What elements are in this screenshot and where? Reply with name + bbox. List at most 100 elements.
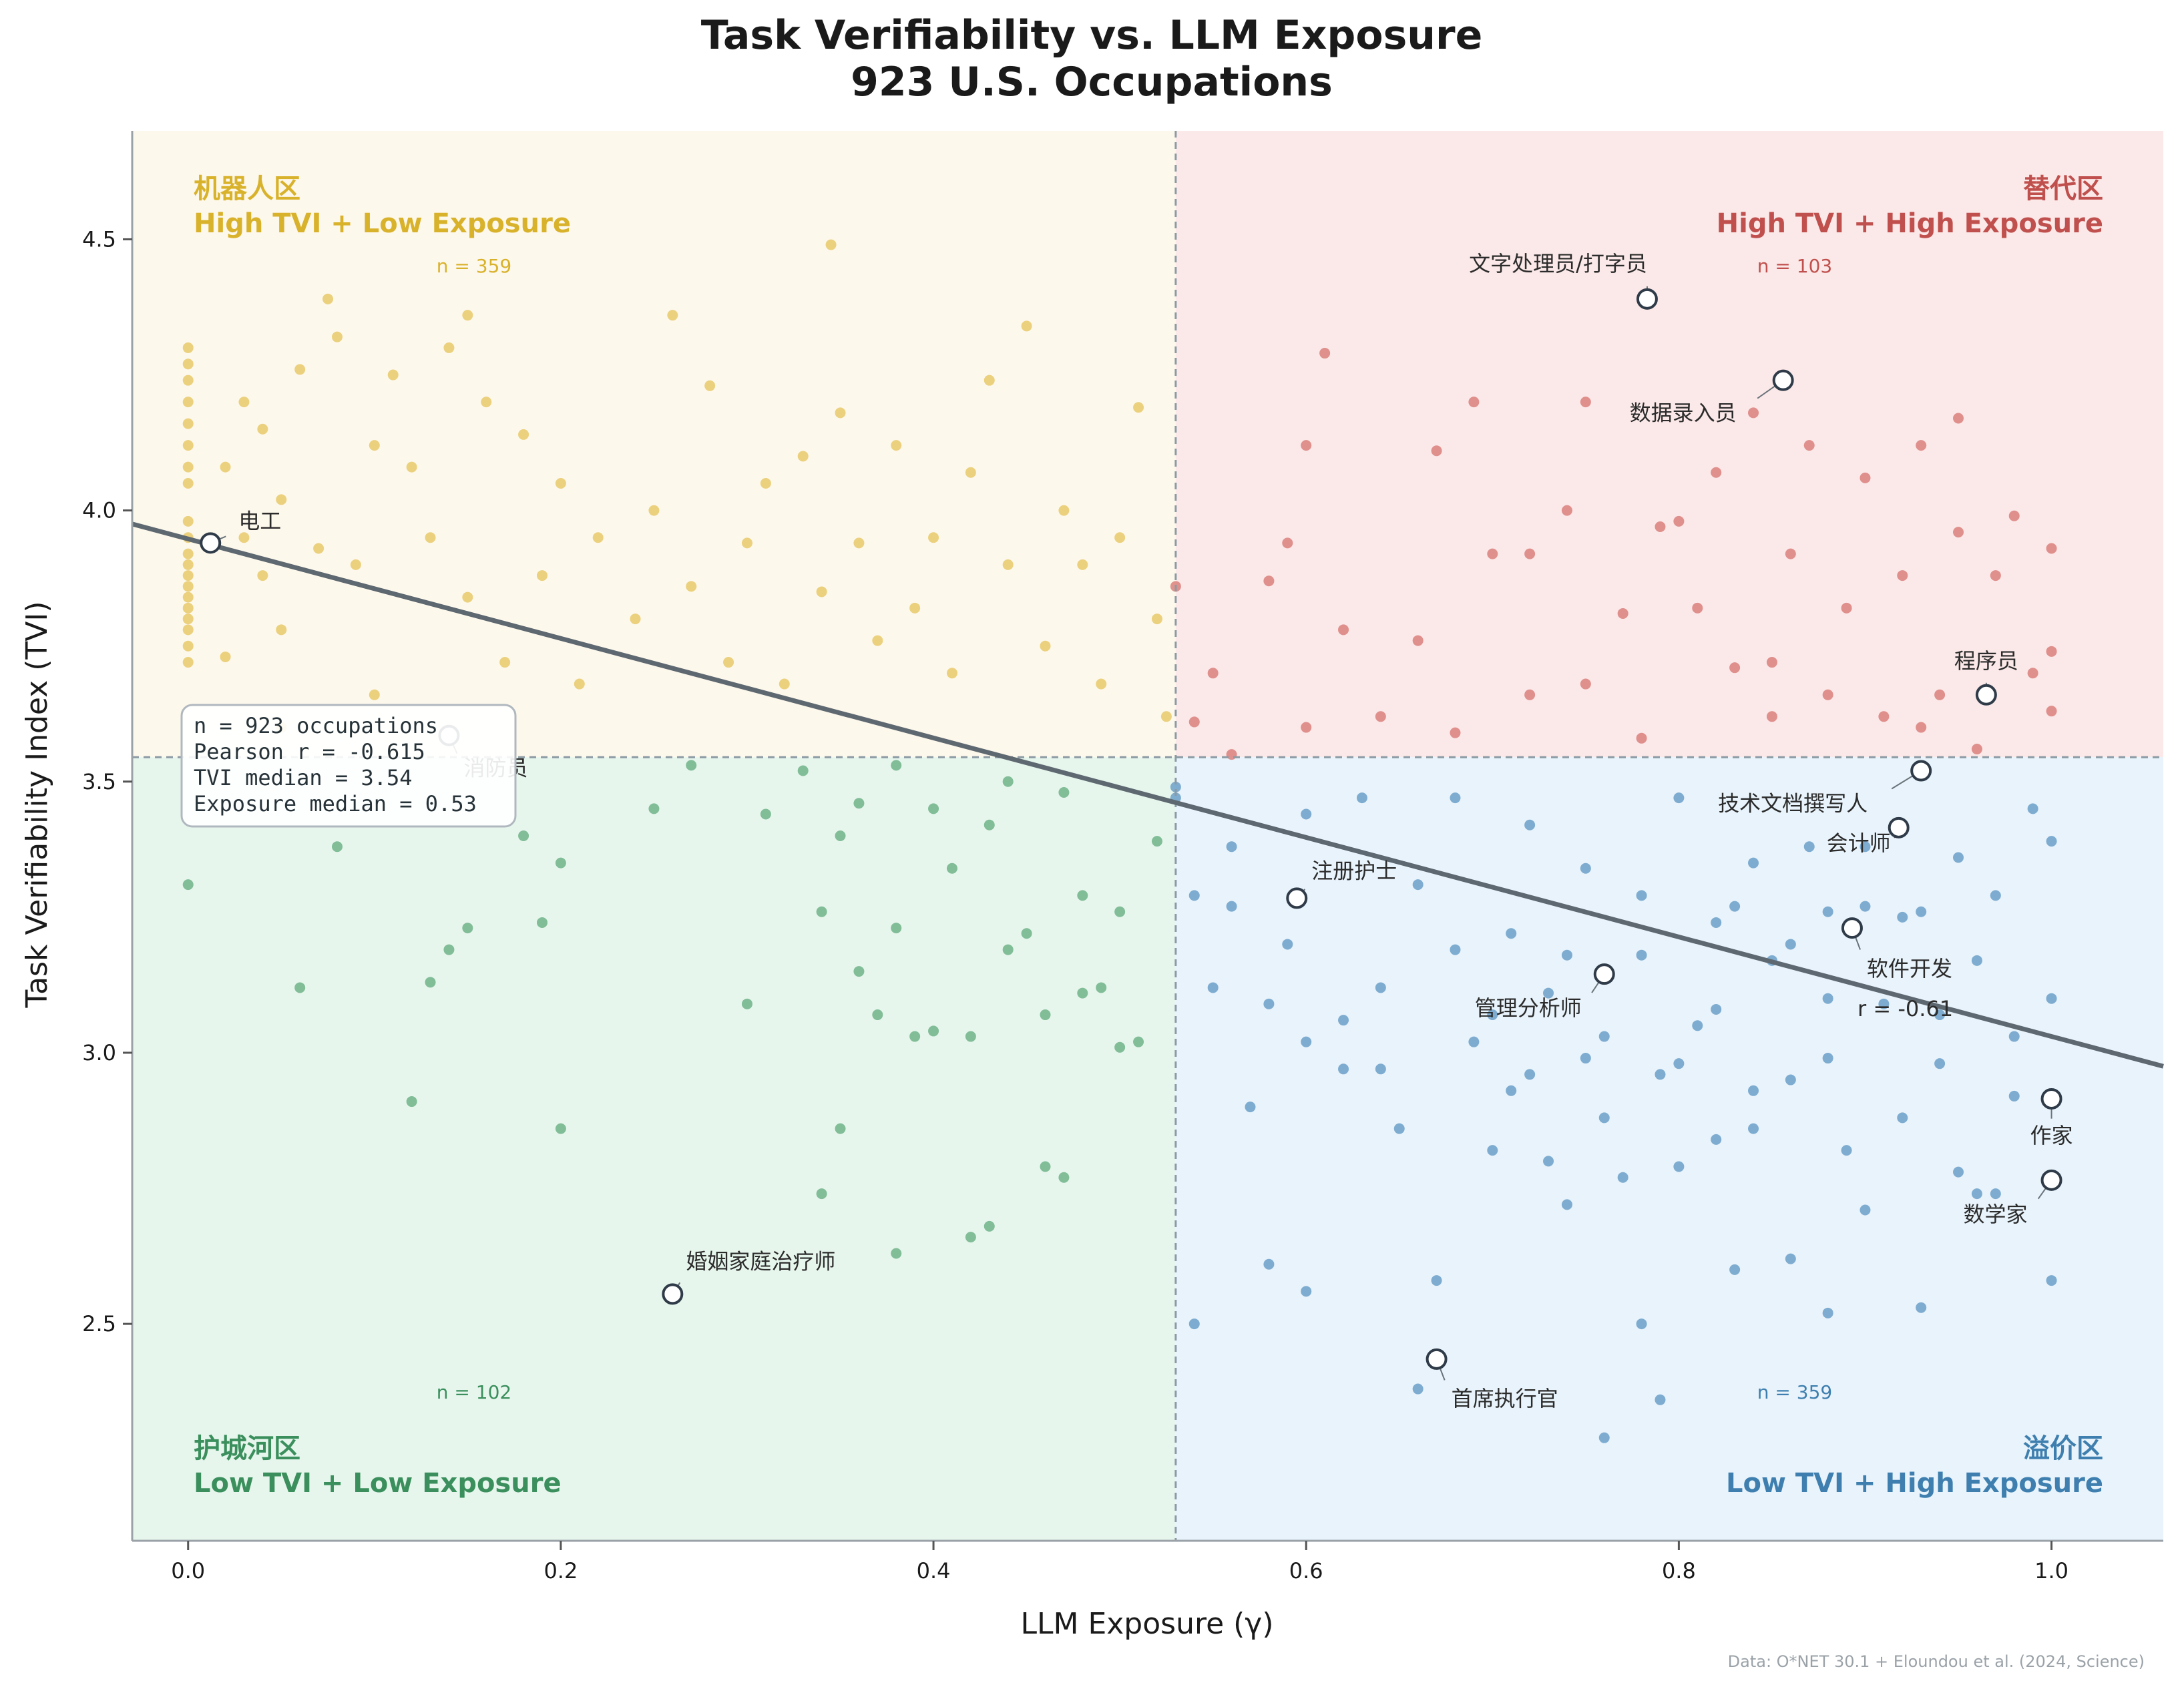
data-point bbox=[1617, 1172, 1628, 1183]
data-point bbox=[2027, 668, 2038, 679]
data-point bbox=[182, 602, 194, 614]
data-point bbox=[1040, 1009, 1051, 1021]
data-point bbox=[182, 624, 194, 636]
data-point bbox=[1487, 548, 1498, 559]
quadrant-count-moat: n = 102 bbox=[437, 1381, 511, 1403]
data-point bbox=[1412, 1383, 1424, 1395]
data-point bbox=[1598, 1031, 1610, 1042]
data-point bbox=[331, 331, 343, 342]
chart-subtitle: 923 U.S. Occupations bbox=[851, 59, 1333, 105]
data-point bbox=[182, 375, 194, 386]
quadrant-bg-replace bbox=[1175, 131, 2163, 758]
data-point bbox=[1226, 841, 1237, 853]
data-point bbox=[1803, 440, 1815, 451]
data-point bbox=[1785, 939, 1796, 950]
data-point bbox=[1114, 1041, 1126, 1053]
data-point bbox=[1822, 689, 1833, 700]
data-point bbox=[1748, 1085, 1759, 1096]
data-point bbox=[1301, 1286, 1312, 1297]
data-point bbox=[294, 982, 306, 993]
regression-label: r = -0.61 bbox=[1858, 996, 1953, 1021]
x-axis-label: LLM Exposure (γ) bbox=[1020, 1607, 1273, 1641]
data-point bbox=[1160, 711, 1172, 722]
data-point bbox=[406, 1096, 417, 1108]
data-point bbox=[1934, 1058, 1946, 1069]
data-point bbox=[276, 624, 287, 636]
data-point bbox=[499, 657, 511, 668]
quadrant-desc-moat: Low TVI + Low Exposure bbox=[194, 1468, 562, 1499]
data-point bbox=[1916, 1302, 1927, 1313]
data-point bbox=[1393, 1123, 1405, 1134]
data-point bbox=[1450, 792, 1461, 804]
highlighted-point bbox=[200, 532, 222, 554]
data-point bbox=[1040, 1161, 1051, 1172]
data-point bbox=[313, 543, 324, 554]
quadrant-name-robot: 机器人区 bbox=[194, 174, 300, 204]
data-point bbox=[555, 1123, 566, 1134]
data-point bbox=[182, 559, 194, 570]
data-point bbox=[182, 358, 194, 370]
data-point bbox=[1766, 711, 1777, 722]
data-point bbox=[1878, 998, 1890, 1009]
data-point bbox=[238, 532, 250, 543]
chart-title: Task Verifiability vs. LLM Exposure bbox=[701, 12, 1483, 59]
data-point bbox=[220, 651, 231, 662]
y-axis-label: Task Verifiability Index (TVI) bbox=[20, 601, 54, 1009]
data-point bbox=[741, 998, 752, 1009]
data-point bbox=[1151, 836, 1162, 847]
data-point bbox=[1673, 1161, 1685, 1172]
data-point bbox=[1860, 1204, 1871, 1216]
data-point bbox=[369, 689, 380, 700]
data-point bbox=[1971, 744, 1982, 755]
data-point bbox=[1916, 906, 1927, 917]
data-point bbox=[965, 1232, 976, 1243]
data-point bbox=[648, 505, 660, 516]
data-point bbox=[1096, 982, 1107, 993]
data-point bbox=[257, 570, 268, 581]
data-point bbox=[853, 798, 865, 809]
data-point bbox=[331, 841, 343, 853]
data-point bbox=[1338, 1015, 1349, 1026]
data-point bbox=[276, 494, 287, 505]
data-point bbox=[2046, 646, 2057, 657]
data-point bbox=[592, 532, 604, 543]
data-point bbox=[2046, 993, 2057, 1004]
data-point bbox=[1263, 575, 1275, 587]
data-point bbox=[1524, 1069, 1536, 1080]
data-point bbox=[1822, 1307, 1833, 1318]
stats-box-frame bbox=[180, 704, 517, 828]
quadrant-name-premium: 溢价区 bbox=[2023, 1433, 2103, 1464]
data-point bbox=[1487, 1145, 1498, 1156]
data-point bbox=[872, 635, 883, 646]
data-point bbox=[1375, 982, 1386, 993]
quadrant-count-premium: n = 359 bbox=[1757, 1381, 1832, 1403]
data-point bbox=[835, 1123, 846, 1134]
data-point bbox=[928, 803, 939, 814]
stats-line-exposure-median: Exposure median = 0.53 bbox=[194, 791, 477, 816]
data-point bbox=[797, 451, 809, 462]
data-point bbox=[1021, 928, 1032, 939]
data-point bbox=[1711, 467, 1722, 478]
source-note: Data: O*NET 30.1 + Eloundou et al. (2024… bbox=[1728, 1652, 2145, 1671]
data-point bbox=[2008, 1090, 2020, 1102]
data-point bbox=[1468, 1036, 1480, 1047]
highlighted-point bbox=[1841, 917, 1863, 939]
data-point bbox=[1226, 901, 1237, 912]
data-point bbox=[1953, 1166, 1964, 1178]
occupation-label: 数据录入员 bbox=[1630, 401, 1737, 426]
occupation-label: 婚姻家庭治疗师 bbox=[686, 1248, 835, 1274]
data-point bbox=[1301, 1036, 1312, 1047]
data-point bbox=[462, 923, 473, 934]
data-point bbox=[1692, 602, 1703, 614]
data-point bbox=[1226, 749, 1237, 760]
data-point bbox=[1748, 1123, 1759, 1134]
data-point bbox=[1897, 570, 1908, 581]
data-point bbox=[779, 678, 790, 690]
data-point bbox=[1263, 1258, 1275, 1270]
reference-lines bbox=[132, 131, 2164, 1541]
data-point bbox=[294, 364, 306, 375]
data-point bbox=[1990, 1188, 2001, 1200]
data-point bbox=[1636, 1318, 1647, 1330]
data-point bbox=[1916, 440, 1927, 451]
data-point bbox=[1748, 407, 1759, 419]
